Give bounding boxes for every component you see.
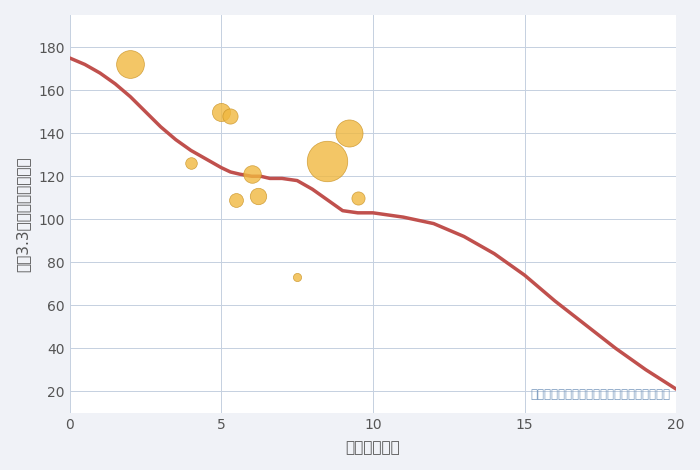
Point [225,112,236,120]
Point [352,194,363,202]
Point [343,130,354,137]
X-axis label: 駅距離（分）: 駅距離（分） [346,440,400,455]
Point [125,61,136,68]
Y-axis label: 坪（3.3㎡）単価（万円）: 坪（3.3㎡）単価（万円） [15,156,30,272]
Text: 円の大きさは、取引のあった物件面積を示す: 円の大きさは、取引のあった物件面積を示す [530,388,670,401]
Point [322,157,333,165]
Point [292,274,303,281]
Point [216,108,227,116]
Point [231,196,242,204]
Point [252,192,263,199]
Point [246,170,258,178]
Point [186,160,197,167]
